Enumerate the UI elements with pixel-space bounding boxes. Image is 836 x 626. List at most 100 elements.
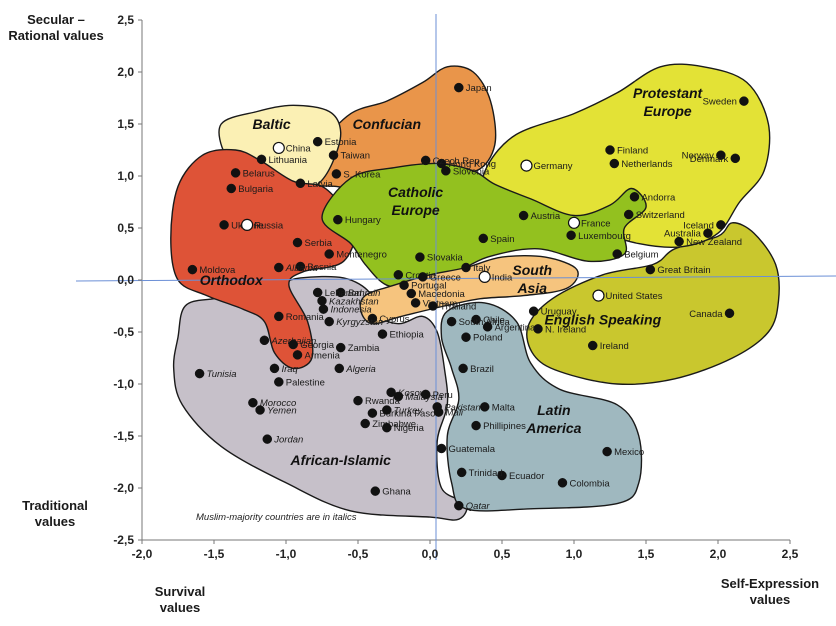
point-thailand: [428, 301, 438, 311]
point-canada: [724, 308, 735, 319]
point-switzerland: [623, 209, 634, 220]
point-india: [478, 270, 491, 283]
y-tick-label: -2,0: [113, 481, 134, 495]
label-taiwan: Taiwan: [341, 151, 371, 162]
label-czech-rep: Czech Rep.: [433, 156, 483, 167]
label-japan: Japan: [466, 83, 492, 94]
point-chile: [471, 314, 481, 325]
point-romania: [274, 311, 284, 322]
label-vietnam: Vietnam: [423, 298, 458, 309]
label-yemen: Yemen: [267, 406, 297, 417]
point-croatia: [393, 270, 404, 280]
point-jordan: [262, 434, 273, 444]
point-vietnam: [410, 298, 421, 308]
region-orthodox: [170, 148, 359, 370]
label-south-africa: South Africa: [459, 317, 511, 328]
label-zambia: Zambia: [348, 343, 380, 354]
point-s-korea: [331, 169, 342, 179]
label-kyrgyzstan: Kyrgyzstan: [336, 317, 383, 328]
point-georgia: [288, 339, 298, 350]
label-spain: Spain: [490, 234, 514, 245]
point-brazil: [458, 363, 468, 374]
label-palestine: Palestine: [286, 377, 325, 388]
label-s-korea: S. Korea: [343, 169, 381, 180]
label-ecuador: Ecuador: [509, 471, 544, 482]
point-qatar: [454, 500, 464, 511]
label-kosovo: Kosovo: [398, 388, 430, 399]
x-tick-label: 1,0: [566, 547, 583, 561]
label-romania: Romania: [286, 312, 325, 323]
label-jordan: Jordan: [273, 435, 303, 446]
label-peru: Peru: [433, 390, 453, 401]
point-greece: [418, 272, 428, 282]
point-trinidad: [456, 467, 467, 478]
point-ecuador: [497, 470, 507, 481]
label-india: India: [492, 272, 513, 283]
point-netherlands: [609, 158, 620, 169]
label-iraq: Iraq: [281, 364, 298, 375]
region-label-layer: Baltic Confucian Protestant Europe Orthodox C…: [200, 85, 704, 468]
label-canada: Canada: [689, 309, 723, 320]
y-tick-label: 2,0: [117, 65, 134, 79]
label-italy: Italy: [473, 263, 491, 274]
label-great-britain: Great Britain: [657, 265, 710, 276]
label-andorra: Andorra: [641, 192, 676, 203]
label-argentina: Argentina: [495, 322, 536, 333]
label-armenia: Armenia: [305, 350, 341, 361]
label-estonia: Estonia: [325, 137, 357, 148]
point-slovakia: [415, 252, 425, 262]
label-russia: Russia: [254, 220, 284, 231]
point-lebanon: [312, 287, 323, 298]
label-serbia: Serbia: [305, 238, 333, 249]
label-china: China: [286, 143, 312, 154]
label-austria: Austria: [531, 211, 561, 222]
label-finland: Finland: [617, 146, 648, 157]
point-phillipines: [471, 420, 481, 431]
x-tick-label: 2,0: [710, 547, 727, 561]
point-indonesia: [318, 304, 329, 314]
point-iraq: [269, 363, 280, 374]
region-label-protestant-europe: Protestant Europe: [633, 85, 704, 119]
label-burkina-faso: Burkina Faso: [379, 409, 435, 420]
region-label-baltic: Baltic: [253, 116, 291, 132]
label-rwanda: Rwanda: [365, 396, 401, 407]
point-cyprus: [367, 313, 378, 324]
label-bosnia: Bosnia: [307, 262, 337, 273]
label-lebanon: Lebanon: [325, 288, 362, 299]
label-uruguay: Uruguay: [541, 307, 577, 318]
point-bahrain: [335, 287, 346, 298]
point-new-zealand: [674, 236, 684, 247]
point-hong-kong: [436, 158, 447, 169]
x-tick-label: -2,0: [132, 547, 153, 561]
point-n-ireland: [533, 324, 543, 334]
point-hungary: [333, 214, 343, 225]
y-axis-bottom-label: Traditional values: [22, 498, 88, 529]
x-tick-label: -0,5: [348, 547, 369, 561]
label-kazakhstan: Kazakhstan: [329, 296, 379, 307]
label-bahrain: Bahrain: [348, 288, 381, 299]
label-cyprus: Cyprus: [379, 314, 409, 325]
label-belgium: Belgium: [624, 250, 658, 261]
label-moldova: Moldova: [199, 265, 236, 276]
label-luxembourg: Luxembourg: [578, 231, 631, 242]
point-estonia: [312, 136, 323, 147]
region-label-english-speaking: English Speaking: [544, 312, 661, 328]
point-palestine: [274, 377, 284, 387]
region-label-latin-america: Latin America: [525, 402, 581, 436]
label-georgia: Georgia: [300, 340, 335, 351]
point-australia: [703, 228, 713, 238]
point-france: [567, 216, 581, 229]
y-tick-label: 2,5: [117, 13, 134, 27]
point-nigeria: [382, 422, 392, 433]
point-belarus: [230, 168, 241, 178]
label-ghana: Ghana: [382, 487, 411, 498]
label-nigeria: Nigeria: [394, 423, 425, 434]
point-spain: [478, 233, 489, 244]
label-malta: Malta: [492, 402, 516, 413]
point-ethiopia: [377, 329, 388, 339]
point-lithuania: [256, 154, 267, 165]
label-mali: Mali: [446, 408, 464, 419]
x-tick-label: -1,5: [204, 547, 225, 561]
tick-layer: -2,0 -1,5 -1,0 -0,5 0,0 0,5 1,0 1,5 2,0 2,5 2,5 2,0…: [113, 13, 798, 561]
